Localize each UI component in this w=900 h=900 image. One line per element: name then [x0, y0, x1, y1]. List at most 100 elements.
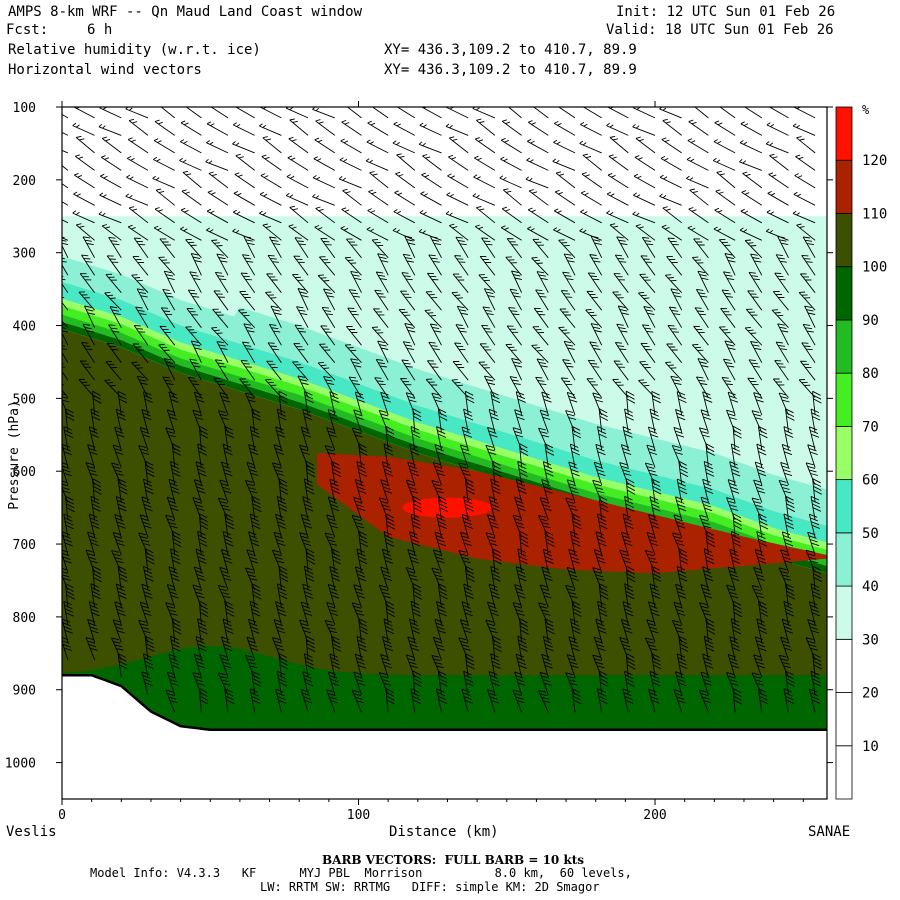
wind-barb [418, 228, 442, 241]
wind-barb [339, 157, 362, 171]
colorbar-swatch [835, 319, 853, 374]
wind-barb [553, 227, 576, 241]
wind-barb [673, 601, 686, 626]
y-tick-label: 100 [13, 101, 36, 116]
wind-barb [620, 531, 633, 556]
wind-barb [539, 409, 551, 433]
wind-barb [300, 688, 313, 713]
wind-barb [792, 210, 816, 224]
wind-barb [580, 209, 602, 224]
wind-barb [347, 307, 362, 328]
wind-barb [726, 409, 737, 433]
wind-barb [506, 325, 522, 346]
wind-barb [220, 548, 233, 573]
wind-barb [377, 253, 389, 276]
wind-barb [324, 532, 338, 556]
wind-barb [608, 154, 629, 171]
wind-barb [798, 291, 816, 311]
wind-barb [410, 513, 421, 538]
wind-barb [487, 514, 499, 538]
wind-barb [715, 189, 736, 206]
wind-barb [271, 462, 285, 486]
wind-barb [246, 461, 259, 486]
wind-barb [590, 323, 603, 346]
wind-barb [276, 495, 288, 521]
wind-barb [246, 636, 259, 661]
wind-barb [565, 672, 578, 695]
wind-barb [232, 141, 255, 154]
wind-barb [772, 378, 789, 398]
wind-barb [638, 379, 656, 398]
wind-barb [651, 565, 662, 590]
wind-barb [305, 635, 316, 660]
wind-barb [62, 531, 73, 556]
wind-barb [571, 688, 582, 713]
wind-barb [220, 461, 233, 486]
wind-barb [536, 271, 549, 293]
wind-barb [303, 653, 315, 678]
wind-barb [198, 425, 209, 451]
y-tick-label: 400 [13, 320, 36, 335]
wind-barb [166, 671, 179, 695]
wind-barb [519, 618, 529, 643]
wind-barb [767, 190, 789, 206]
wind-barb [141, 671, 153, 695]
wind-barb [429, 323, 442, 346]
wind-barb [75, 223, 95, 241]
wind-barb [159, 325, 176, 346]
wind-barb [144, 635, 155, 660]
wind-barb [488, 408, 499, 433]
wind-barb [765, 141, 789, 154]
wind-barb [239, 378, 256, 398]
wind-barb [114, 513, 126, 538]
wind-barb [249, 600, 261, 625]
wind-barb [171, 443, 182, 468]
wind-barb [686, 175, 709, 189]
wind-barb [87, 444, 98, 468]
wind-barb [400, 378, 416, 398]
wind-barb [319, 343, 336, 363]
wind-barb [101, 136, 122, 154]
wind-barb [571, 425, 582, 451]
wind-barb [649, 408, 660, 433]
wind-barb [214, 271, 229, 293]
wind-barb [729, 548, 741, 573]
wind-barb [265, 291, 282, 311]
wind-barb [769, 153, 789, 171]
wind-barb [687, 138, 709, 154]
wind-barb [721, 377, 736, 398]
wind-barb [62, 549, 72, 573]
terrain-surface-line [62, 673, 827, 732]
wind-barb [619, 462, 632, 486]
wind-barb [63, 600, 74, 625]
wind-barb [265, 379, 282, 398]
wind-barb [700, 496, 713, 521]
wind-barb [313, 156, 336, 171]
wind-barb [278, 565, 289, 590]
wind-barb [374, 289, 389, 311]
wind-barb [220, 636, 233, 661]
wind-barb [721, 289, 736, 311]
wind-barb [732, 425, 742, 451]
wind-barb [620, 444, 632, 468]
wind-barb [812, 478, 823, 503]
wind-barb [632, 123, 656, 136]
wind-barb [741, 190, 763, 206]
wind-barb [452, 273, 469, 293]
colorbar-level-label: 20 [862, 686, 879, 702]
wind-barb [400, 290, 416, 311]
x-tick-label: 200 [643, 808, 666, 823]
wind-barb [491, 460, 502, 486]
wind-barb [261, 154, 282, 171]
wind-barb [633, 192, 656, 206]
wind-barb [180, 207, 202, 224]
wind-barb [170, 460, 181, 486]
wind-barb [558, 239, 576, 259]
wind-barb [402, 253, 416, 276]
wind-barb [753, 392, 764, 416]
wind-barb [812, 390, 822, 416]
wind-barb [421, 172, 442, 189]
wind-barb [422, 154, 442, 171]
wind-barb [625, 653, 636, 678]
wind-barb [724, 253, 736, 276]
